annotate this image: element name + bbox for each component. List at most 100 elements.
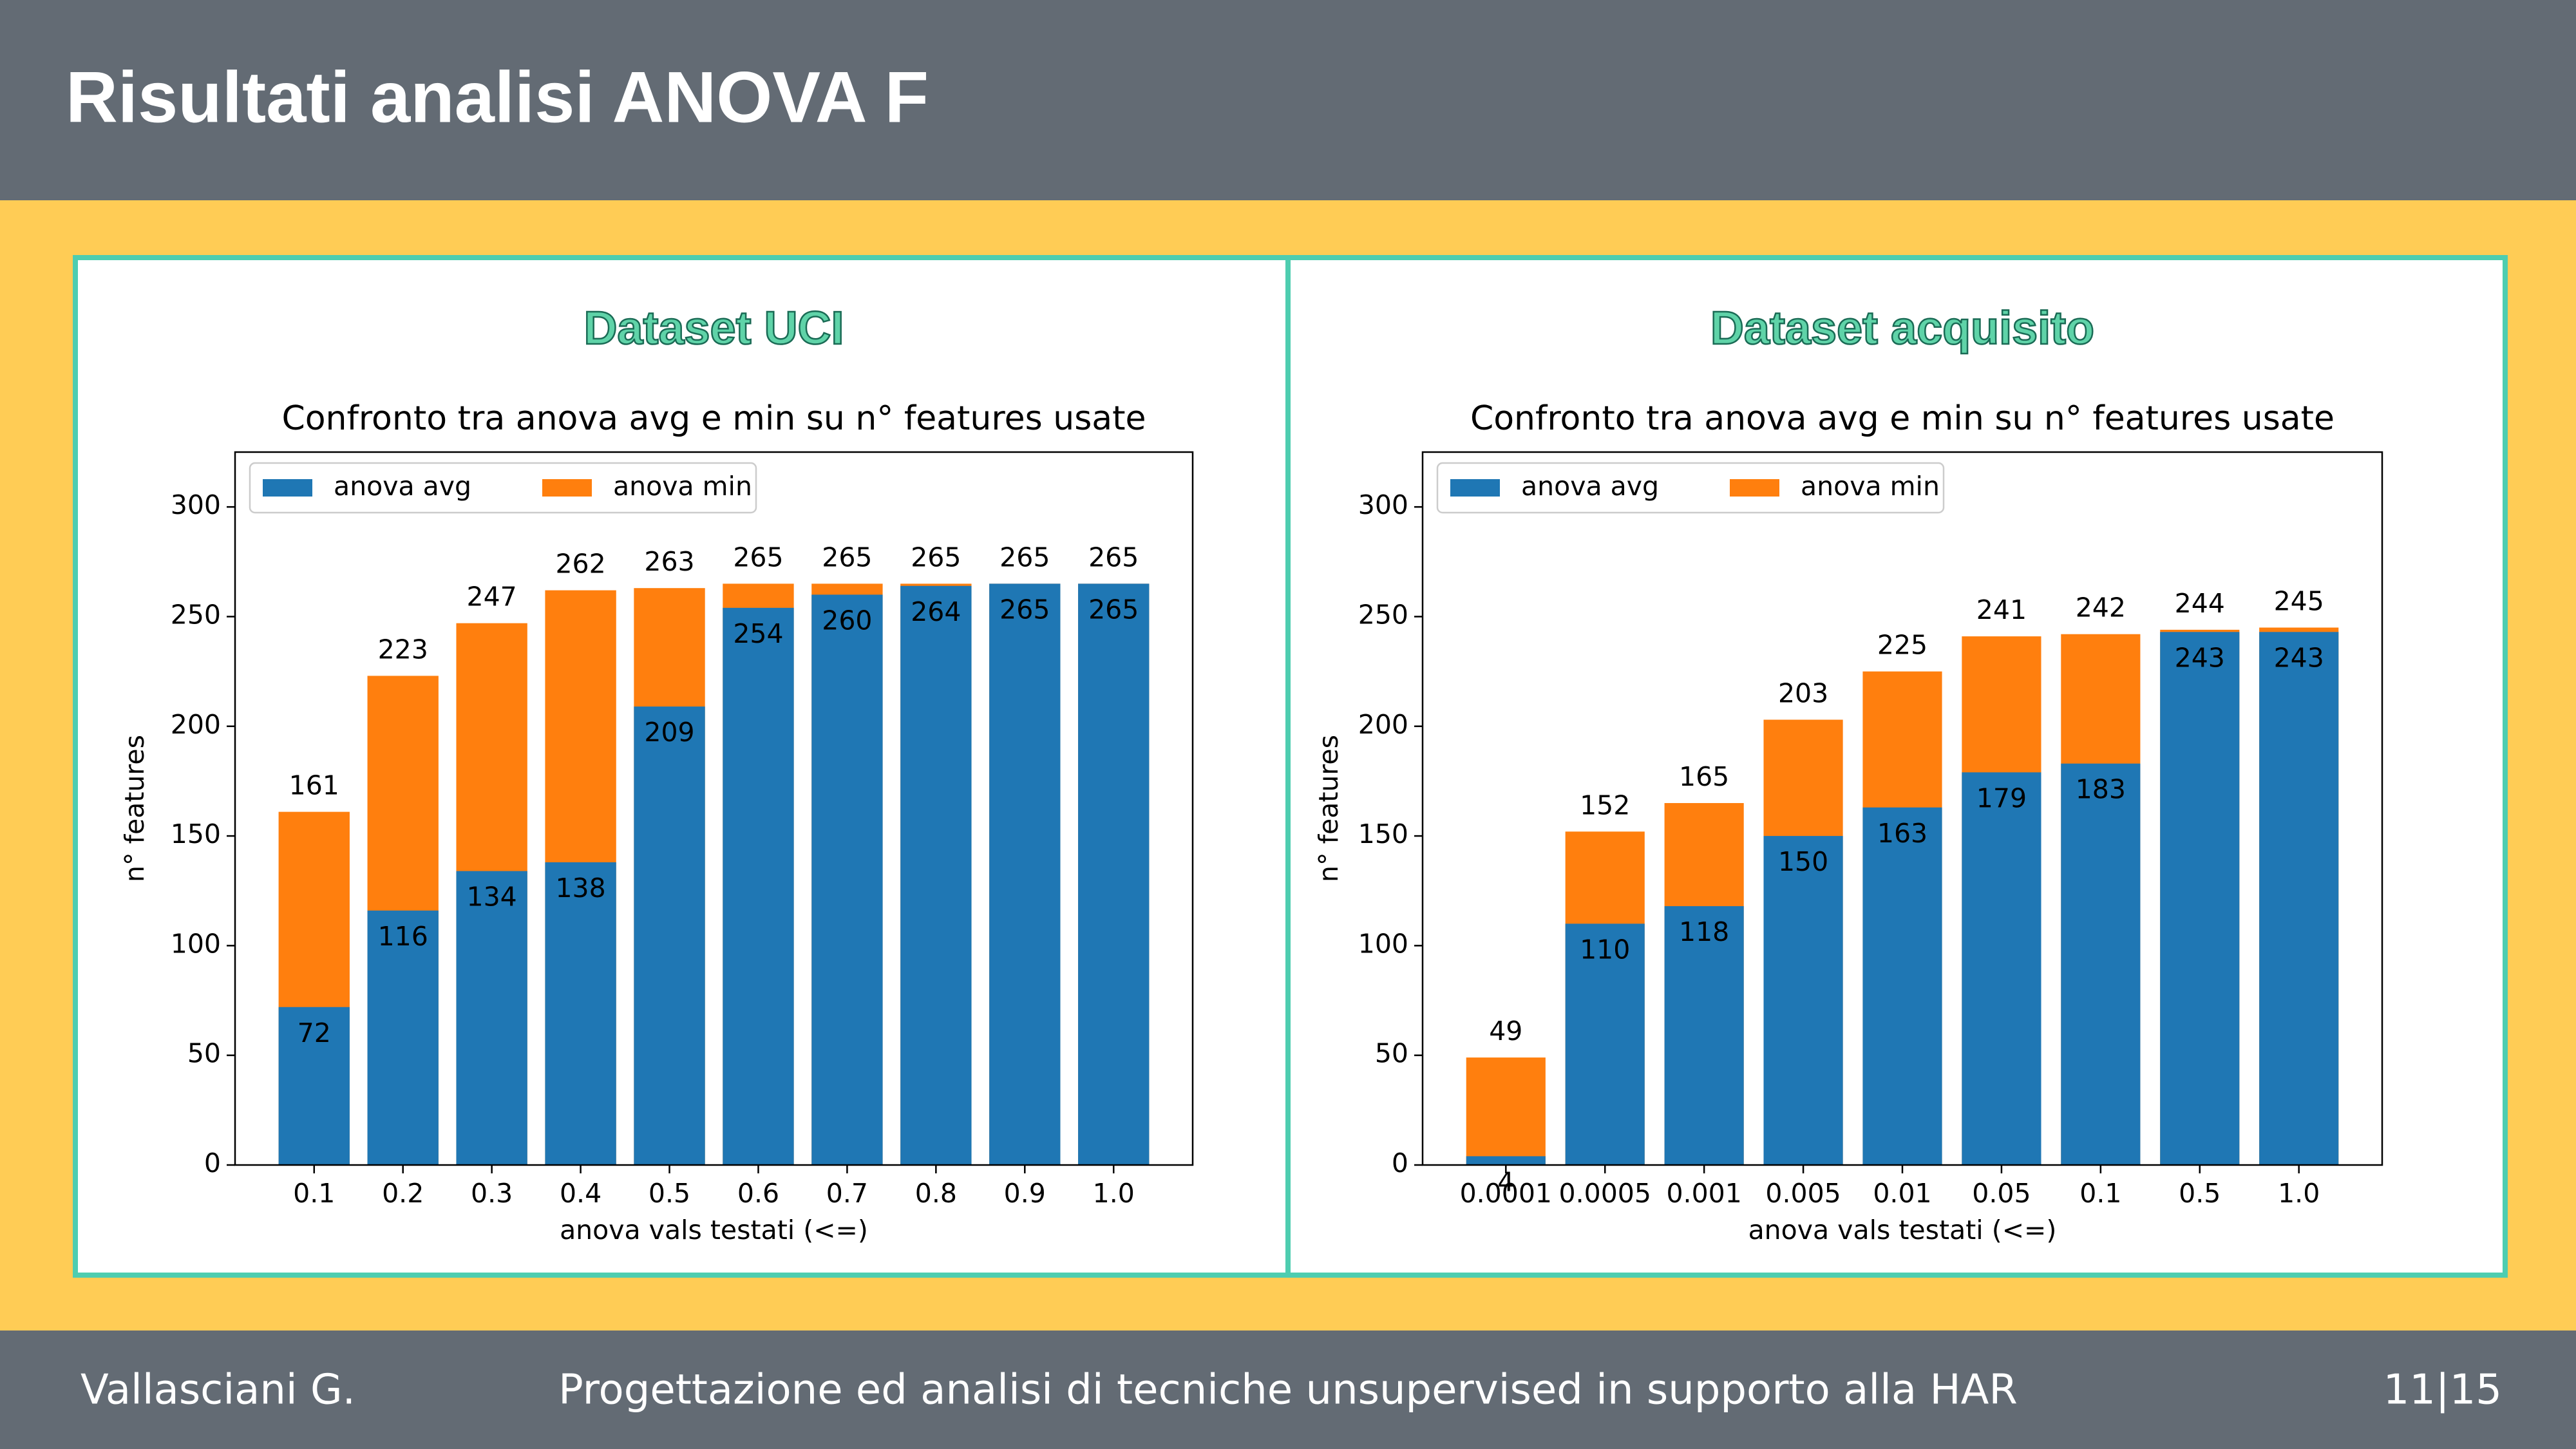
x-tick-label: 0.2 [382, 1178, 424, 1209]
y-tick-label: 200 [1358, 709, 1408, 740]
data-label: 243 [2274, 642, 2324, 673]
y-tick-label: 100 [171, 928, 221, 959]
x-tick-label: 0.0001 [1460, 1178, 1552, 1209]
bar [1962, 772, 2041, 1165]
y-tick-label: 0 [1392, 1148, 1408, 1179]
data-label: 163 [1877, 818, 1927, 849]
data-label: 203 [1778, 678, 1828, 709]
x-tick-label: 1.0 [2278, 1178, 2320, 1209]
data-label: 264 [911, 596, 961, 627]
x-tick-label: 0.0005 [1558, 1178, 1651, 1209]
legend-box [249, 462, 757, 514]
bar [634, 706, 705, 1165]
y-axis-label: n° features [1313, 735, 1344, 882]
x-axis-label: anova vals testati (<=) [560, 1215, 868, 1245]
bar [545, 862, 616, 1165]
y-tick-label: 150 [171, 819, 221, 849]
data-label: 244 [2175, 588, 2225, 619]
data-label: 165 [1679, 761, 1729, 792]
footer-author: Vallasciani G. [80, 1367, 355, 1414]
x-tick-label: 0.4 [560, 1178, 601, 1209]
data-label: 265 [1088, 594, 1139, 625]
y-axis-label: n° features [119, 735, 150, 882]
data-label: 49 [1489, 1016, 1522, 1046]
bar [456, 871, 527, 1165]
bar [1664, 906, 1744, 1165]
data-label: 265 [822, 542, 872, 573]
data-label: 134 [467, 882, 517, 913]
data-label: 223 [378, 634, 428, 665]
data-label: 72 [298, 1018, 331, 1048]
x-tick-label: 0.005 [1765, 1178, 1841, 1209]
legend-label: anova min [613, 471, 752, 502]
plot-frame [234, 451, 1194, 1166]
data-label: 242 [2076, 592, 2126, 623]
data-label: 263 [644, 546, 694, 577]
bar [1862, 807, 1942, 1165]
data-label: 265 [911, 542, 961, 573]
y-tick-label: 150 [1358, 819, 1408, 849]
x-tick-label: 0.7 [826, 1178, 868, 1209]
y-tick-label: 100 [1358, 928, 1408, 959]
legend-swatch [1450, 479, 1500, 497]
plot-frame [1421, 451, 2383, 1166]
data-label: 265 [733, 542, 783, 573]
x-tick-label: 0.01 [1873, 1178, 1931, 1209]
y-tick-label: 200 [171, 709, 221, 740]
bar [900, 585, 972, 1165]
bar [811, 594, 883, 1165]
chart-title: Confronto tra anova avg e min su n° feat… [281, 399, 1146, 438]
legend-label: anova avg [334, 471, 471, 502]
data-label: 118 [1679, 916, 1729, 947]
data-label: 225 [1877, 630, 1927, 661]
y-tick-label: 50 [1375, 1038, 1408, 1069]
bar [367, 910, 439, 1165]
x-tick-label: 0.5 [2179, 1178, 2221, 1209]
panel-title: Dataset acquisito [1710, 303, 2094, 354]
data-label: 262 [555, 549, 605, 580]
bar [989, 583, 1061, 1165]
legend-label: anova avg [1521, 471, 1659, 502]
slide-title: Risultati analisi ANOVA F [66, 57, 929, 138]
x-tick-label: 1.0 [1093, 1178, 1135, 1209]
header-bar [0, 0, 2576, 200]
data-label: 245 [2274, 585, 2324, 616]
x-tick-label: 0.6 [737, 1178, 779, 1209]
data-label: 247 [467, 582, 517, 612]
y-tick-label: 0 [204, 1148, 221, 1179]
x-tick-label: 0.001 [1666, 1178, 1741, 1209]
data-label: 161 [289, 770, 339, 801]
footer-bar [0, 1331, 2576, 1449]
y-tick-label: 250 [171, 599, 221, 630]
bar [1078, 583, 1150, 1165]
data-label: 138 [555, 873, 605, 904]
x-tick-label: 0.8 [915, 1178, 957, 1209]
data-label: 150 [1778, 846, 1828, 877]
bar [2061, 763, 2141, 1165]
bar [1466, 1156, 1546, 1165]
data-label: 260 [822, 605, 872, 636]
bar [723, 607, 794, 1165]
data-label: 265 [999, 542, 1050, 573]
data-label: 265 [1088, 542, 1139, 573]
data-label: 209 [644, 717, 694, 748]
data-label: 241 [1976, 594, 2027, 625]
legend-swatch [1730, 479, 1779, 497]
y-tick-label: 50 [187, 1038, 221, 1069]
data-label: 179 [1976, 782, 2027, 813]
data-label: 110 [1580, 934, 1630, 965]
x-tick-label: 0.05 [1972, 1178, 2031, 1209]
y-tick-label: 300 [171, 489, 221, 520]
data-label: 152 [1580, 790, 1630, 820]
data-label: 243 [2175, 642, 2225, 673]
x-tick-label: 0.1 [2079, 1178, 2121, 1209]
bar [1466, 1057, 1546, 1165]
x-tick-label: 0.1 [293, 1178, 335, 1209]
y-tick-label: 300 [1358, 489, 1408, 520]
x-tick-label: 0.3 [471, 1178, 513, 1209]
footer-subject: Progettazione ed analisi di tecniche uns… [558, 1367, 2018, 1414]
bar [1763, 836, 1843, 1165]
legend-swatch [542, 479, 592, 497]
data-label: 116 [378, 921, 428, 952]
